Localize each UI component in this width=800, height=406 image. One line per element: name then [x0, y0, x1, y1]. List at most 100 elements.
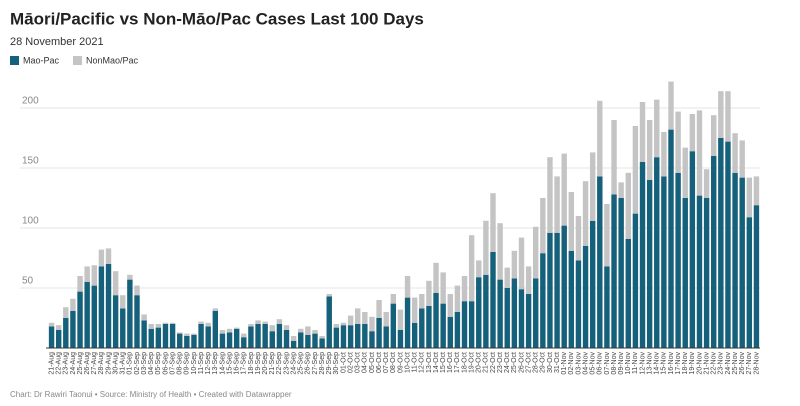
bar — [191, 334, 197, 348]
bar — [141, 320, 147, 348]
bar — [169, 324, 176, 348]
bar — [219, 330, 226, 334]
x-tick-label: 06-Oct — [376, 352, 383, 373]
bar — [241, 333, 247, 338]
bar — [554, 232, 560, 348]
bar — [518, 289, 525, 348]
x-tick-label: 30-Sep — [333, 352, 340, 375]
x-tick-label: 10-Nov — [625, 352, 632, 375]
bar — [426, 280, 432, 306]
bar — [533, 226, 539, 279]
x-tick-label: 27-Aug — [91, 352, 98, 375]
legend-swatch — [73, 56, 83, 65]
bar — [497, 223, 503, 280]
bar — [177, 333, 183, 348]
bar — [654, 99, 660, 158]
x-tick-label: 05-Oct — [369, 352, 376, 373]
bar — [397, 309, 404, 330]
bar — [98, 249, 105, 267]
bar — [639, 162, 646, 348]
x-tick-label: 29-Sep — [326, 352, 333, 375]
bar — [241, 337, 247, 348]
x-tick-label: 24-Aug — [70, 352, 77, 375]
bar — [725, 91, 731, 142]
x-tick-label: 17-Nov — [675, 352, 682, 375]
bar — [155, 327, 162, 348]
bar — [582, 181, 589, 246]
y-tick-label: 50 — [22, 276, 34, 287]
y-tick-label: 150 — [22, 156, 39, 167]
bar — [511, 250, 518, 279]
bar — [461, 276, 468, 302]
bar — [283, 330, 290, 348]
x-tick-label: 21-Sep — [269, 352, 276, 375]
bar — [461, 301, 468, 348]
bar — [127, 274, 133, 280]
bar — [547, 157, 553, 233]
bar — [148, 328, 154, 348]
x-tick-label: 18-Nov — [682, 352, 689, 375]
x-tick-label: 28-Aug — [98, 352, 105, 375]
x-tick-label: 05-Nov — [590, 352, 597, 375]
bar — [568, 250, 575, 348]
bar — [120, 308, 126, 348]
bar — [290, 340, 297, 348]
bar — [454, 285, 461, 312]
bar — [105, 248, 112, 264]
x-tick-label: 12-Sep — [205, 352, 212, 375]
bar — [618, 198, 624, 348]
bar — [77, 276, 83, 292]
bar — [689, 114, 696, 152]
bar — [504, 267, 510, 288]
x-tick-label: 07-Sep — [169, 352, 176, 375]
x-tick-label: 15-Oct — [440, 352, 447, 373]
bar — [134, 295, 140, 348]
x-tick-label: 03-Oct — [355, 352, 362, 373]
bar — [632, 126, 639, 214]
bar — [276, 324, 283, 348]
x-tick-label: 02-Nov — [568, 352, 575, 375]
bar — [269, 325, 275, 332]
bar — [48, 326, 55, 348]
bar — [468, 235, 475, 302]
bar — [483, 220, 489, 275]
x-tick-label: 31-Oct — [554, 352, 561, 373]
bar — [355, 324, 361, 348]
bar — [582, 246, 589, 348]
bar — [283, 325, 290, 330]
bar — [369, 331, 375, 348]
x-tick-label: 08-Sep — [177, 352, 184, 375]
x-tick-label: 09-Nov — [618, 352, 625, 375]
bar — [753, 176, 760, 206]
bar — [212, 308, 219, 311]
bar — [127, 279, 133, 348]
bar — [411, 297, 418, 323]
bar — [646, 180, 653, 348]
bar — [340, 322, 347, 326]
bar — [604, 204, 610, 267]
bar — [148, 324, 154, 329]
bar — [369, 316, 375, 332]
x-tick-label: 26-Nov — [739, 352, 746, 375]
bar — [575, 216, 582, 261]
x-tick-label: 19-Nov — [689, 352, 696, 375]
x-tick-label: 13-Nov — [646, 352, 653, 375]
x-tick-label: 27-Oct — [525, 352, 532, 373]
bar — [77, 291, 83, 348]
bar — [347, 325, 354, 348]
bar — [597, 176, 603, 348]
x-tick-label: 31-Aug — [120, 352, 127, 375]
bar — [55, 330, 62, 348]
x-tick-label: 01-Sep — [127, 352, 134, 375]
x-tick-label: 02-Oct — [347, 352, 354, 373]
x-tick-label: 21-Aug — [48, 352, 55, 375]
bar — [184, 336, 190, 348]
bar — [184, 333, 190, 336]
bar — [84, 282, 90, 348]
x-tick-label: 26-Aug — [84, 352, 91, 375]
y-tick-label: 200 — [22, 96, 39, 107]
x-tick-label: 24-Oct — [504, 352, 511, 373]
bar — [70, 310, 76, 348]
bar — [162, 322, 169, 324]
